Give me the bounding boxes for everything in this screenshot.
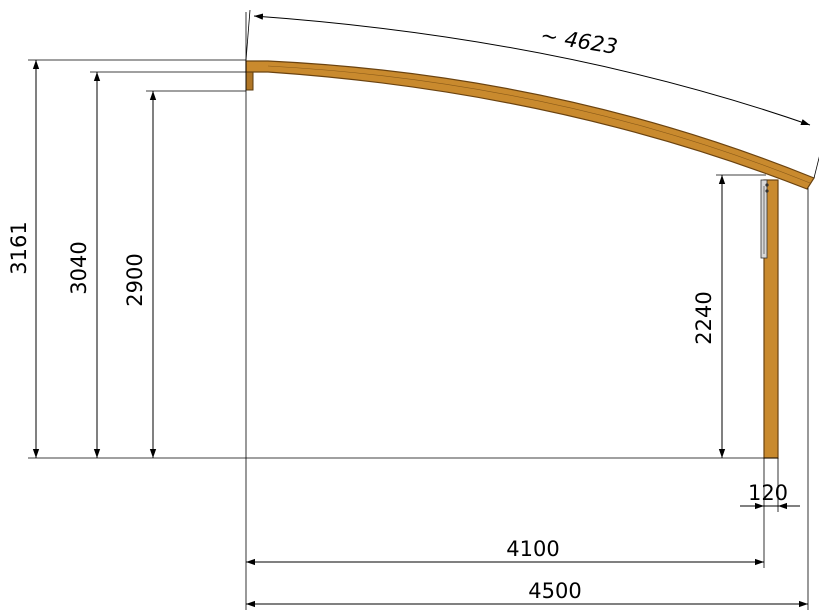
roof-beam xyxy=(245,60,815,190)
post-width-label: 120 xyxy=(748,481,788,505)
height-beam-bottom-label: 2900 xyxy=(123,253,147,306)
arc-length-label: ~ 4623 xyxy=(539,23,620,59)
span-total-label: 4500 xyxy=(528,579,581,603)
arc-dimension-line xyxy=(253,13,811,126)
height-beam-top-label: 3040 xyxy=(67,241,91,294)
span-post-label: 4100 xyxy=(506,537,559,561)
beam-grain xyxy=(267,65,811,184)
height-post-label: 2240 xyxy=(692,291,716,344)
wall-bracket xyxy=(245,71,254,91)
height-total-label: 3161 xyxy=(7,221,31,274)
